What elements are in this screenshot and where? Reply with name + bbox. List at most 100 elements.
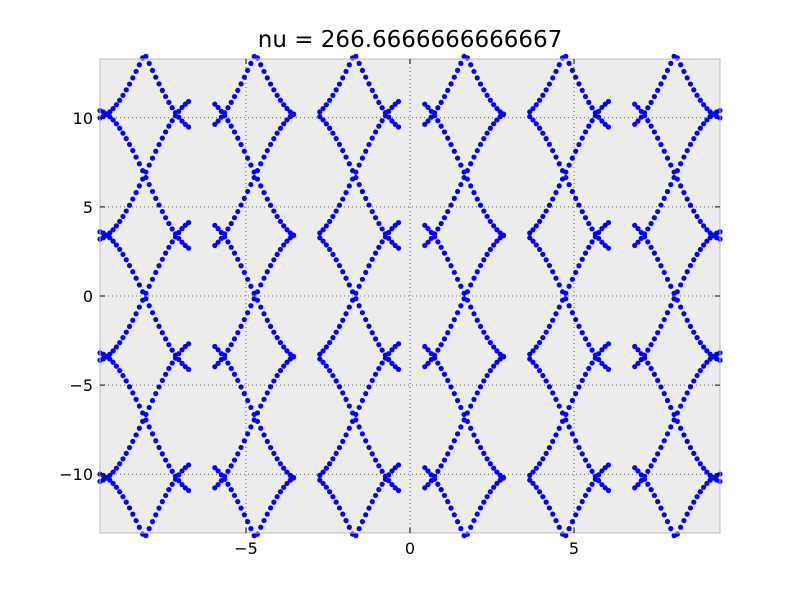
data-point: [366, 263, 372, 269]
data-point: [441, 371, 448, 377]
data-point: [369, 256, 375, 262]
data-point: [254, 418, 261, 424]
data-point: [225, 105, 231, 111]
data-point: [248, 162, 254, 168]
data-point: [579, 499, 585, 505]
data-point: [484, 456, 490, 462]
data-point: [136, 183, 142, 189]
data-point: [550, 147, 556, 154]
data-point: [579, 330, 585, 336]
data-point: [576, 81, 582, 87]
data-point: [333, 499, 339, 505]
data-point: [231, 457, 238, 463]
data-point: [635, 468, 641, 474]
data-point: [645, 468, 651, 474]
data-point: [586, 365, 592, 372]
data-point: [582, 93, 589, 100]
data-point: [425, 468, 431, 474]
data-point: [454, 397, 461, 404]
data-point: [238, 444, 244, 451]
data-point: [494, 117, 500, 123]
data-point: [163, 93, 169, 100]
data-point: [372, 371, 379, 377]
data-point: [264, 196, 270, 202]
data-point: [130, 390, 136, 396]
data-point: [317, 356, 323, 362]
data-point: [481, 450, 487, 456]
data-point: [386, 114, 392, 120]
data-point: [579, 135, 585, 141]
data-point: [432, 352, 438, 358]
data-point: [159, 256, 165, 262]
data-point: [563, 169, 569, 175]
data-point: [369, 330, 375, 336]
data-point: [589, 360, 595, 366]
data-point: [596, 114, 602, 120]
data-point: [130, 511, 136, 517]
data-point: [694, 456, 700, 462]
data-point: [550, 511, 556, 517]
data-point: [576, 505, 582, 511]
data-point: [704, 117, 710, 123]
data-point: [701, 344, 707, 350]
data-point: [248, 181, 254, 188]
data-point: [704, 480, 710, 487]
data-point: [379, 468, 385, 474]
data-point: [674, 531, 680, 537]
data-point: [697, 218, 703, 224]
data-point: [120, 251, 126, 257]
data-point: [159, 87, 165, 93]
data-point: [566, 162, 572, 168]
data-point: [651, 215, 657, 221]
data-point: [274, 92, 280, 98]
data-point: [169, 360, 175, 366]
data-point: [395, 341, 402, 347]
data-point: [356, 162, 362, 168]
data-point: [658, 81, 664, 87]
data-point: [674, 168, 680, 174]
data-point: [185, 124, 192, 130]
data-point: [451, 148, 457, 154]
data-point: [661, 438, 667, 444]
data-point: [369, 135, 375, 141]
data-point: [225, 360, 231, 366]
data-point: [691, 378, 697, 384]
data-point: [500, 233, 507, 239]
data-point: [389, 226, 395, 232]
data-point: [343, 190, 349, 196]
data-point: [343, 432, 349, 438]
data-point: [110, 348, 116, 354]
data-point: [435, 481, 441, 487]
data-point: [346, 161, 352, 167]
data-point: [648, 220, 654, 227]
data-point: [176, 356, 182, 363]
data-point: [599, 481, 605, 488]
data-point: [343, 275, 349, 281]
data-point: [320, 348, 326, 354]
data-point: [254, 168, 261, 174]
data-point: [225, 118, 231, 124]
data-point: [435, 347, 441, 353]
data-point: [235, 377, 241, 384]
data-point: [556, 425, 562, 431]
data-point: [136, 425, 142, 431]
data-point: [553, 275, 559, 281]
data-point: [271, 378, 277, 384]
data-point: [550, 390, 556, 396]
data-point: [697, 97, 703, 103]
data-point: [477, 505, 484, 511]
data-point: [264, 147, 270, 154]
data-point: [212, 465, 218, 471]
data-point: [258, 62, 264, 68]
data-point: [117, 461, 123, 467]
data-point: [487, 339, 493, 346]
data-point: [491, 121, 497, 127]
data-point: [645, 360, 651, 366]
data-point: [238, 202, 244, 208]
data-point: [281, 363, 287, 369]
data-point: [153, 512, 159, 518]
data-point: [533, 121, 539, 127]
data-point: [281, 102, 287, 108]
data-point: [533, 223, 539, 229]
data-point: [668, 526, 674, 532]
